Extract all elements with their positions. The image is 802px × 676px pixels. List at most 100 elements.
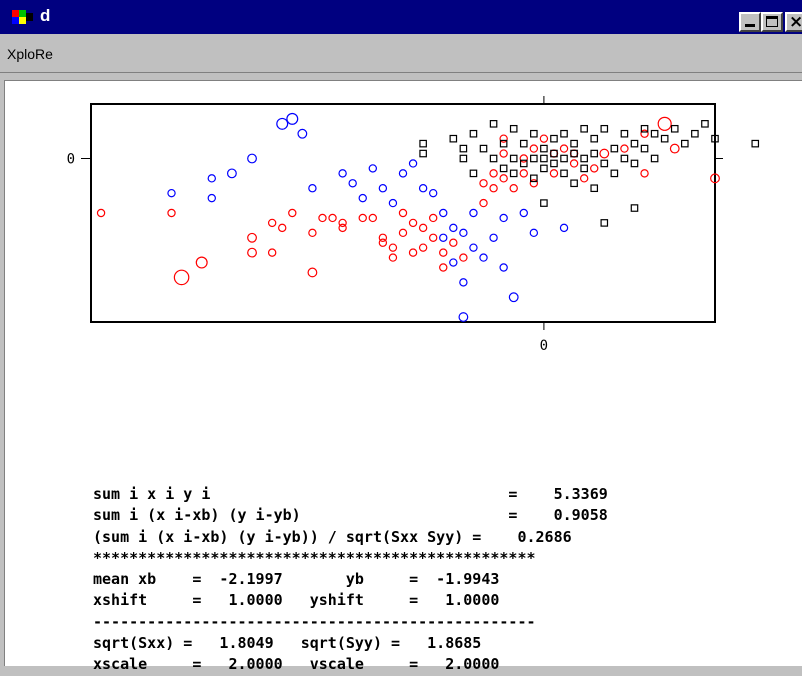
data-point-square (640, 124, 649, 133)
data-point-red (96, 208, 106, 218)
data-point-red (569, 159, 579, 168)
data-point-blue (338, 169, 347, 178)
data-point-red (449, 238, 458, 247)
data-point-red (439, 248, 448, 257)
data-point-blue (398, 169, 408, 178)
data-point-blue (529, 228, 539, 238)
data-point-red (499, 149, 508, 158)
data-point-red (529, 179, 539, 188)
data-point-red (710, 173, 720, 184)
data-point-blue (286, 112, 299, 125)
data-point-red (278, 223, 287, 233)
data-point-red (418, 223, 428, 233)
y-tick-label: 0 (67, 152, 75, 168)
x-tick-label: 0 (540, 338, 548, 354)
data-point-red (247, 247, 257, 258)
data-point-square (540, 199, 548, 207)
data-point-square (489, 154, 498, 163)
data-point-square (519, 139, 528, 148)
data-point-square (590, 134, 599, 143)
data-point-blue (439, 233, 448, 242)
data-point-square (570, 139, 578, 148)
data-point-blue (559, 223, 569, 233)
data-point-red (559, 144, 569, 153)
data-point-square (711, 134, 719, 143)
data-point-red (338, 223, 347, 233)
data-point-blue (459, 278, 468, 287)
data-point-red (167, 208, 176, 218)
data-point-square (610, 144, 619, 153)
data-point-square (590, 149, 599, 158)
data-point-red (569, 149, 579, 158)
data-point-red (519, 169, 528, 178)
data-point-blue (499, 213, 508, 223)
data-point-red (479, 179, 488, 188)
xplore-app-icon (12, 10, 33, 24)
stats-line: ----------------------------------------… (93, 612, 536, 631)
title-bar[interactable]: d × (0, 0, 802, 34)
data-point-square (620, 129, 629, 138)
data-point-blue (469, 208, 478, 218)
data-point-red (579, 174, 589, 183)
close-icon: × (789, 12, 802, 32)
data-point-red (378, 233, 388, 242)
data-point-square (630, 204, 639, 212)
data-point-square (540, 154, 548, 163)
data-point-square (499, 164, 508, 173)
data-point-square (580, 124, 588, 133)
close-button[interactable]: × (785, 12, 802, 32)
data-point-blue (439, 208, 448, 218)
data-point-red (378, 238, 388, 247)
data-point-red (640, 129, 649, 138)
data-point-square (550, 149, 558, 158)
data-point-blue (499, 263, 508, 272)
scatter-plot[interactable]: 00 (5, 81, 799, 401)
data-point-red (408, 218, 418, 228)
data-point-square (570, 149, 578, 158)
data-point-red (267, 218, 277, 228)
data-point-red (328, 213, 337, 223)
stats-line: sum i x i y i = 5.3369 (93, 485, 608, 503)
data-point-blue (308, 184, 317, 193)
data-point-square (540, 144, 548, 153)
data-point-blue (226, 168, 237, 179)
data-point-red (388, 253, 398, 262)
data-point-square (650, 129, 659, 138)
data-point-square (509, 169, 518, 178)
data-point-square (580, 164, 588, 173)
data-point-red (388, 243, 398, 252)
data-point-red (657, 116, 672, 131)
data-point-square (540, 164, 548, 173)
minimize-button[interactable] (739, 12, 761, 32)
data-point-blue (459, 228, 468, 238)
data-point-square (670, 124, 679, 133)
data-point-red (307, 267, 318, 278)
data-point-square (640, 144, 649, 153)
data-point-square (560, 154, 568, 163)
data-point-red (519, 154, 528, 163)
data-point-square (681, 139, 689, 148)
maximize-button[interactable] (761, 12, 783, 32)
data-point-square (489, 120, 498, 128)
data-point-red (549, 149, 559, 158)
data-point-square (419, 149, 427, 158)
data-point-red (479, 198, 488, 208)
stats-line: sqrt(Sxx) = 1.8049 sqrt(Syy) = 1.8685 (93, 634, 482, 653)
data-point-square (459, 144, 468, 153)
menu-item-xplore[interactable]: XploRe (7, 46, 53, 62)
data-point-square (751, 139, 760, 148)
data-point-red (247, 232, 257, 243)
data-point-red (640, 169, 649, 178)
data-point-square (691, 129, 699, 138)
data-point-square (580, 154, 588, 163)
data-point-blue (378, 184, 388, 193)
data-point-square (509, 154, 518, 163)
data-point-blue (207, 193, 216, 203)
data-point-red (529, 144, 539, 153)
data-point-square (530, 154, 538, 163)
data-point-square (600, 124, 609, 133)
data-point-square (650, 154, 659, 163)
data-point-blue (167, 188, 176, 198)
data-point-red (669, 143, 680, 154)
